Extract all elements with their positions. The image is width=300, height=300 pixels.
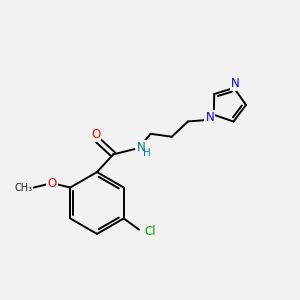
Text: N: N <box>206 111 214 124</box>
Text: Cl: Cl <box>144 225 156 238</box>
Text: O: O <box>91 128 101 142</box>
Text: N: N <box>137 141 146 154</box>
Text: H: H <box>143 148 151 158</box>
Text: O: O <box>47 177 57 190</box>
Text: N: N <box>231 77 240 90</box>
Text: CH₃: CH₃ <box>14 182 32 193</box>
